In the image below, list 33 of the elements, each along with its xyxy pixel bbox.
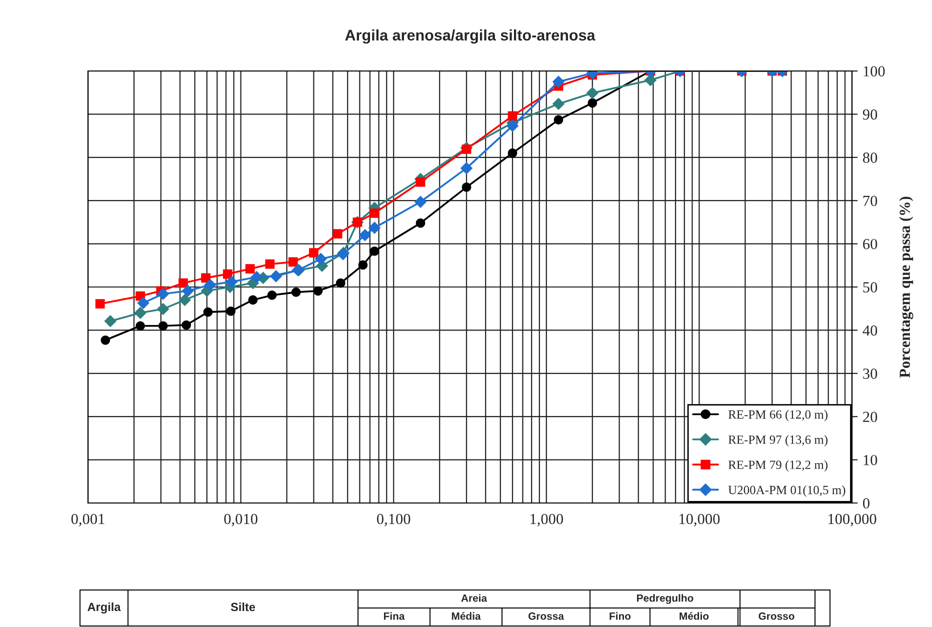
legend-label: RE-PM 79 (12,2 m) bbox=[728, 460, 828, 472]
x-tick-label: 0,010 bbox=[224, 514, 258, 526]
x-tick-label: 1,000 bbox=[530, 514, 564, 526]
text: Grosso bbox=[758, 612, 794, 620]
text: Média bbox=[452, 612, 481, 620]
text: Grossa bbox=[528, 612, 564, 620]
text: Pedregulho bbox=[637, 594, 694, 604]
text: Argila bbox=[88, 602, 121, 614]
y-tick-label: 10 bbox=[864, 454, 878, 466]
y-tick-label: 30 bbox=[863, 368, 878, 379]
chart-title: Argila arenosa/argila silto-arenosa bbox=[345, 29, 596, 44]
legend-label: RE-PM 97 (13,6 m) bbox=[728, 435, 828, 446]
y-tick-label: 70 bbox=[863, 196, 878, 206]
y-axis-title: Porcentagem que passa (%) bbox=[899, 196, 914, 378]
x-tick-label: 0,100 bbox=[376, 514, 410, 526]
y-tick-label: 60 bbox=[863, 238, 878, 250]
x-tick-label: 0,001 bbox=[71, 514, 104, 526]
text: Fino bbox=[610, 612, 631, 620]
text: Médio bbox=[680, 612, 709, 620]
y-tick-label: 0 bbox=[863, 498, 870, 508]
y-tick-label: 80 bbox=[863, 152, 878, 163]
legend-label: RE-PM 66 (12,0 m) bbox=[728, 410, 828, 422]
y-tick-label: 90 bbox=[862, 109, 878, 120]
text: Fina bbox=[384, 612, 405, 620]
y-tick-label: 100 bbox=[864, 66, 885, 76]
y-tick-label: 40 bbox=[862, 325, 878, 336]
x-tick-label: 10,000 bbox=[680, 514, 720, 526]
legend-label: U200A-PM 01(10,5 m) bbox=[728, 485, 846, 497]
x-tick-label: 100,000 bbox=[828, 514, 876, 526]
text: Silte bbox=[230, 602, 256, 612]
text: Areia bbox=[461, 594, 488, 602]
y-tick-label: 20 bbox=[863, 412, 878, 422]
y-tick-label: 50 bbox=[863, 282, 878, 292]
